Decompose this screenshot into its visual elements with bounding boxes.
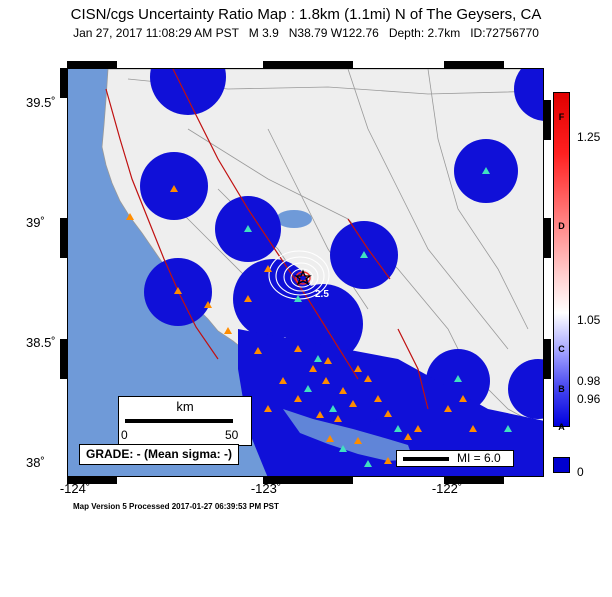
colorbar-letter: B xyxy=(558,384,565,394)
clear-lake xyxy=(276,210,312,228)
frame-tick xyxy=(60,68,67,98)
grade-label: GRADE: - (Mean sigma: -) xyxy=(79,444,240,465)
station-triangle-icon xyxy=(204,301,212,308)
frame-tick xyxy=(444,477,504,484)
frame-tick xyxy=(544,218,551,258)
colorbar-tick: 1.25 xyxy=(577,130,601,144)
frame-tick xyxy=(263,61,353,68)
scale-legend: km 0 50 xyxy=(118,396,252,446)
bay-overlay xyxy=(283,409,413,461)
colorbar-letter: C xyxy=(558,344,565,354)
station-triangle-icon xyxy=(454,375,462,382)
station-triangle-icon xyxy=(322,377,330,384)
station-triangle-icon xyxy=(414,425,422,432)
frame-tick xyxy=(67,477,117,484)
station-triangle-icon xyxy=(309,365,317,372)
mi-legend: MI = 6.0 xyxy=(396,450,514,467)
station-triangle-icon xyxy=(360,251,368,258)
station-triangle-icon xyxy=(504,425,512,432)
mi-label: MI = 6.0 xyxy=(457,451,501,465)
station-triangle-icon xyxy=(170,185,178,192)
lon-label: -123˚ xyxy=(250,481,282,496)
station-triangle-icon xyxy=(264,265,272,272)
station-triangle-icon xyxy=(279,377,287,384)
scale-min: 0 xyxy=(121,428,128,442)
lon-label: -122˚ xyxy=(431,481,463,496)
station-triangle-icon xyxy=(459,395,467,402)
station-triangle-icon xyxy=(404,433,412,440)
frame-tick xyxy=(444,61,504,68)
station-triangle-icon xyxy=(364,460,372,467)
station-triangle-icon xyxy=(384,410,392,417)
station-triangle-icon xyxy=(349,400,357,407)
frame-tick xyxy=(60,218,67,258)
frame-tick xyxy=(544,100,551,140)
station-triangle-icon xyxy=(314,355,322,362)
colorbar-tick: 1.05 xyxy=(577,313,601,327)
frame-tick xyxy=(60,339,67,379)
station-triangle-icon xyxy=(324,357,332,364)
station-triangle-icon xyxy=(304,385,312,392)
colorbar-letter: A xyxy=(558,422,565,432)
lat-label: 38˚ xyxy=(26,455,45,470)
stations xyxy=(126,167,512,467)
station-triangle-icon xyxy=(224,327,232,334)
scale-bar xyxy=(125,419,233,423)
station-triangle-icon xyxy=(294,345,302,352)
lat-label: 38.5˚ xyxy=(26,335,56,350)
station-triangle-icon xyxy=(244,295,252,302)
colorbar-letter: F xyxy=(558,112,565,122)
station-triangle-icon xyxy=(354,365,362,372)
mi-bar xyxy=(403,457,449,461)
colorbar-tick: 0.98 xyxy=(577,374,601,388)
colorbar-tick: 0 xyxy=(577,465,584,479)
frame-tick xyxy=(544,339,551,379)
station-triangle-icon xyxy=(126,213,134,220)
station-triangle-icon xyxy=(329,405,337,412)
station-triangle-icon xyxy=(254,347,262,354)
colorbar-letter: D xyxy=(558,221,565,231)
scale-max: 50 xyxy=(225,428,239,442)
scale-title: km xyxy=(176,399,194,414)
station-triangle-icon xyxy=(334,415,342,422)
station-triangle-icon xyxy=(294,395,302,402)
station-triangle-icon xyxy=(244,225,252,232)
event-info: Jan 27, 2017 11:08:29 AM PST M 3.9 N38.7… xyxy=(73,26,539,40)
station-triangle-icon xyxy=(264,405,272,412)
colorbar xyxy=(553,92,570,427)
station-triangle-icon xyxy=(316,411,324,418)
footer: Map Version 5 Processed 2017-01-27 06:39… xyxy=(73,502,279,511)
map-title: CISN/cgs Uncertainty Ratio Map : 1.8km (… xyxy=(70,6,542,23)
station-triangle-icon xyxy=(444,405,452,412)
contours xyxy=(268,250,330,300)
station-triangle-icon xyxy=(339,445,347,452)
uncertainty-regions xyxy=(140,69,543,476)
faults xyxy=(105,69,429,410)
station-triangle-icon xyxy=(339,387,347,394)
station-triangle-icon xyxy=(384,457,392,464)
frame-tick xyxy=(263,477,353,484)
lat-label: 39.5˚ xyxy=(26,95,56,110)
colorbar-tick: 0.96 xyxy=(577,392,601,406)
station-triangle-icon xyxy=(364,375,372,382)
station-triangle-icon xyxy=(374,395,382,402)
lat-label: 39˚ xyxy=(26,215,45,230)
station-triangle-icon xyxy=(326,435,334,442)
station-triangle-icon xyxy=(394,425,402,432)
epicenter-star-icon[interactable] xyxy=(294,269,312,286)
station-triangle-icon xyxy=(174,287,182,294)
station-triangle-icon xyxy=(354,437,362,444)
station-triangle-icon xyxy=(469,425,477,432)
station-triangle-icon xyxy=(294,295,302,302)
station-triangle-icon xyxy=(482,167,490,174)
frame-tick xyxy=(67,61,117,68)
lon-label: -124˚ xyxy=(59,481,91,496)
contour-label: 2.5 xyxy=(315,289,329,300)
colorbar-zero-swatch xyxy=(553,457,570,473)
